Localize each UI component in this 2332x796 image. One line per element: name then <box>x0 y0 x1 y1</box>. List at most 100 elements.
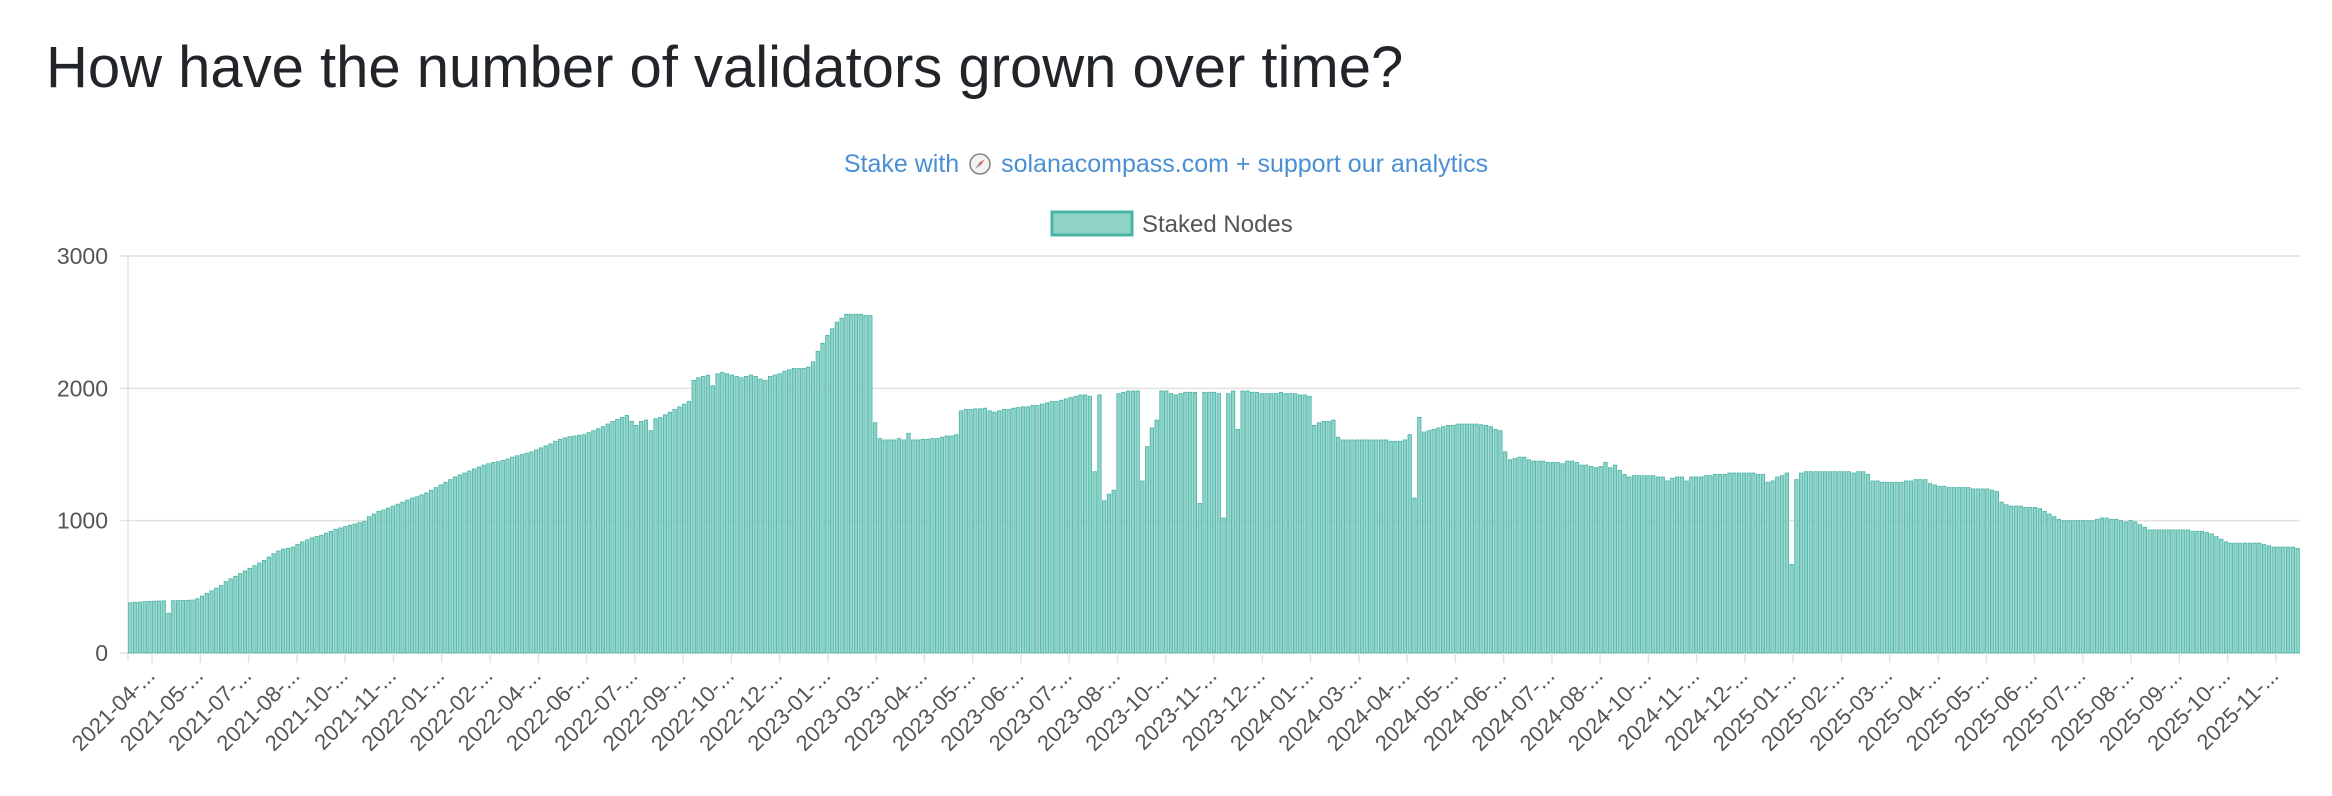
bar[interactable] <box>858 313 863 654</box>
bar[interactable] <box>1364 439 1369 654</box>
bar[interactable] <box>930 438 935 654</box>
bar[interactable] <box>2252 542 2257 654</box>
bar[interactable] <box>787 369 792 654</box>
bar[interactable] <box>1374 439 1379 654</box>
bar[interactable] <box>2042 510 2047 654</box>
bar[interactable] <box>2028 507 2033 654</box>
bar[interactable] <box>596 428 601 654</box>
bar[interactable] <box>1708 475 1713 654</box>
bar[interactable] <box>314 536 319 654</box>
bar[interactable] <box>710 385 715 654</box>
bar[interactable] <box>1082 394 1088 654</box>
bar[interactable] <box>1441 426 1446 654</box>
bar[interactable] <box>514 455 520 654</box>
bar[interactable] <box>1985 488 1990 654</box>
bar[interactable] <box>1822 471 1828 654</box>
bar[interactable] <box>233 575 238 654</box>
bar[interactable] <box>1507 459 1513 654</box>
bar[interactable] <box>939 436 945 654</box>
bar[interactable] <box>1789 563 1794 654</box>
bar[interactable] <box>195 598 200 654</box>
bar[interactable] <box>2262 544 2267 654</box>
bar[interactable] <box>1837 471 1842 654</box>
bar[interactable] <box>1460 423 1465 654</box>
bar[interactable] <box>1498 430 1503 654</box>
bar[interactable] <box>457 474 462 654</box>
bar[interactable] <box>1808 471 1813 654</box>
bar[interactable] <box>1937 485 1942 654</box>
bar[interactable] <box>562 437 567 654</box>
bar[interactable] <box>739 377 744 654</box>
bar[interactable] <box>1904 480 1909 654</box>
bar[interactable] <box>667 411 672 654</box>
bar[interactable] <box>1865 473 1871 654</box>
bar[interactable] <box>1216 393 1221 654</box>
bar[interactable] <box>748 374 754 654</box>
bar[interactable] <box>610 421 615 654</box>
bar[interactable] <box>1617 469 1622 654</box>
bar[interactable] <box>643 419 649 654</box>
bar[interactable] <box>1851 472 1856 654</box>
bar[interactable] <box>519 454 524 654</box>
bar[interactable] <box>1116 393 1121 654</box>
bar[interactable] <box>405 499 410 654</box>
bar[interactable] <box>1288 393 1293 654</box>
bar[interactable] <box>276 550 281 654</box>
bar[interactable] <box>744 376 749 654</box>
bar[interactable] <box>534 449 539 654</box>
bar[interactable] <box>1799 472 1804 654</box>
bar[interactable] <box>591 430 596 654</box>
bar[interactable] <box>1168 393 1174 654</box>
bar[interactable] <box>1159 390 1164 654</box>
bar[interactable] <box>639 421 644 654</box>
bar[interactable] <box>1880 481 1885 654</box>
bar[interactable] <box>2271 546 2276 654</box>
bar[interactable] <box>997 410 1002 654</box>
bar[interactable] <box>1097 394 1102 654</box>
bar[interactable] <box>1388 440 1393 654</box>
bar[interactable] <box>1336 436 1341 654</box>
bar[interactable] <box>1393 440 1398 654</box>
bar[interactable] <box>2157 529 2162 654</box>
bar[interactable] <box>257 562 262 654</box>
bar[interactable] <box>896 438 902 654</box>
bar[interactable] <box>343 526 348 654</box>
bar[interactable] <box>772 374 777 654</box>
bar[interactable] <box>1273 393 1279 654</box>
bar[interactable] <box>175 600 181 654</box>
bar[interactable] <box>491 462 496 654</box>
bar[interactable] <box>376 510 381 654</box>
bar[interactable] <box>2209 533 2214 654</box>
bar[interactable] <box>1503 451 1508 654</box>
bar[interactable] <box>1235 428 1240 654</box>
bar[interactable] <box>763 379 768 654</box>
bar[interactable] <box>720 372 725 654</box>
bar[interactable] <box>1717 473 1723 654</box>
bar[interactable] <box>1689 476 1694 654</box>
bar[interactable] <box>1183 391 1188 654</box>
bar[interactable] <box>1316 422 1322 654</box>
bar[interactable] <box>2009 505 2014 654</box>
bar[interactable] <box>137 601 143 654</box>
bar[interactable] <box>1722 473 1727 654</box>
bar[interactable] <box>567 436 572 654</box>
bar[interactable] <box>1741 472 1746 654</box>
bar[interactable] <box>1994 491 2000 654</box>
bar[interactable] <box>290 546 295 654</box>
bar[interactable] <box>166 612 171 654</box>
bar[interactable] <box>495 461 501 654</box>
bar[interactable] <box>1961 487 1966 654</box>
bar[interactable] <box>1474 423 1479 654</box>
bar[interactable] <box>433 487 439 654</box>
bar[interactable] <box>505 458 510 654</box>
bar[interactable] <box>128 602 133 654</box>
bar[interactable] <box>1283 393 1288 654</box>
bar[interactable] <box>882 439 887 654</box>
bar[interactable] <box>1469 423 1474 654</box>
bar[interactable] <box>524 452 529 654</box>
bar[interactable] <box>825 334 830 654</box>
bar[interactable] <box>199 595 205 654</box>
bar[interactable] <box>1732 472 1737 654</box>
bar[interactable] <box>1226 393 1231 654</box>
bar[interactable] <box>2200 530 2205 654</box>
